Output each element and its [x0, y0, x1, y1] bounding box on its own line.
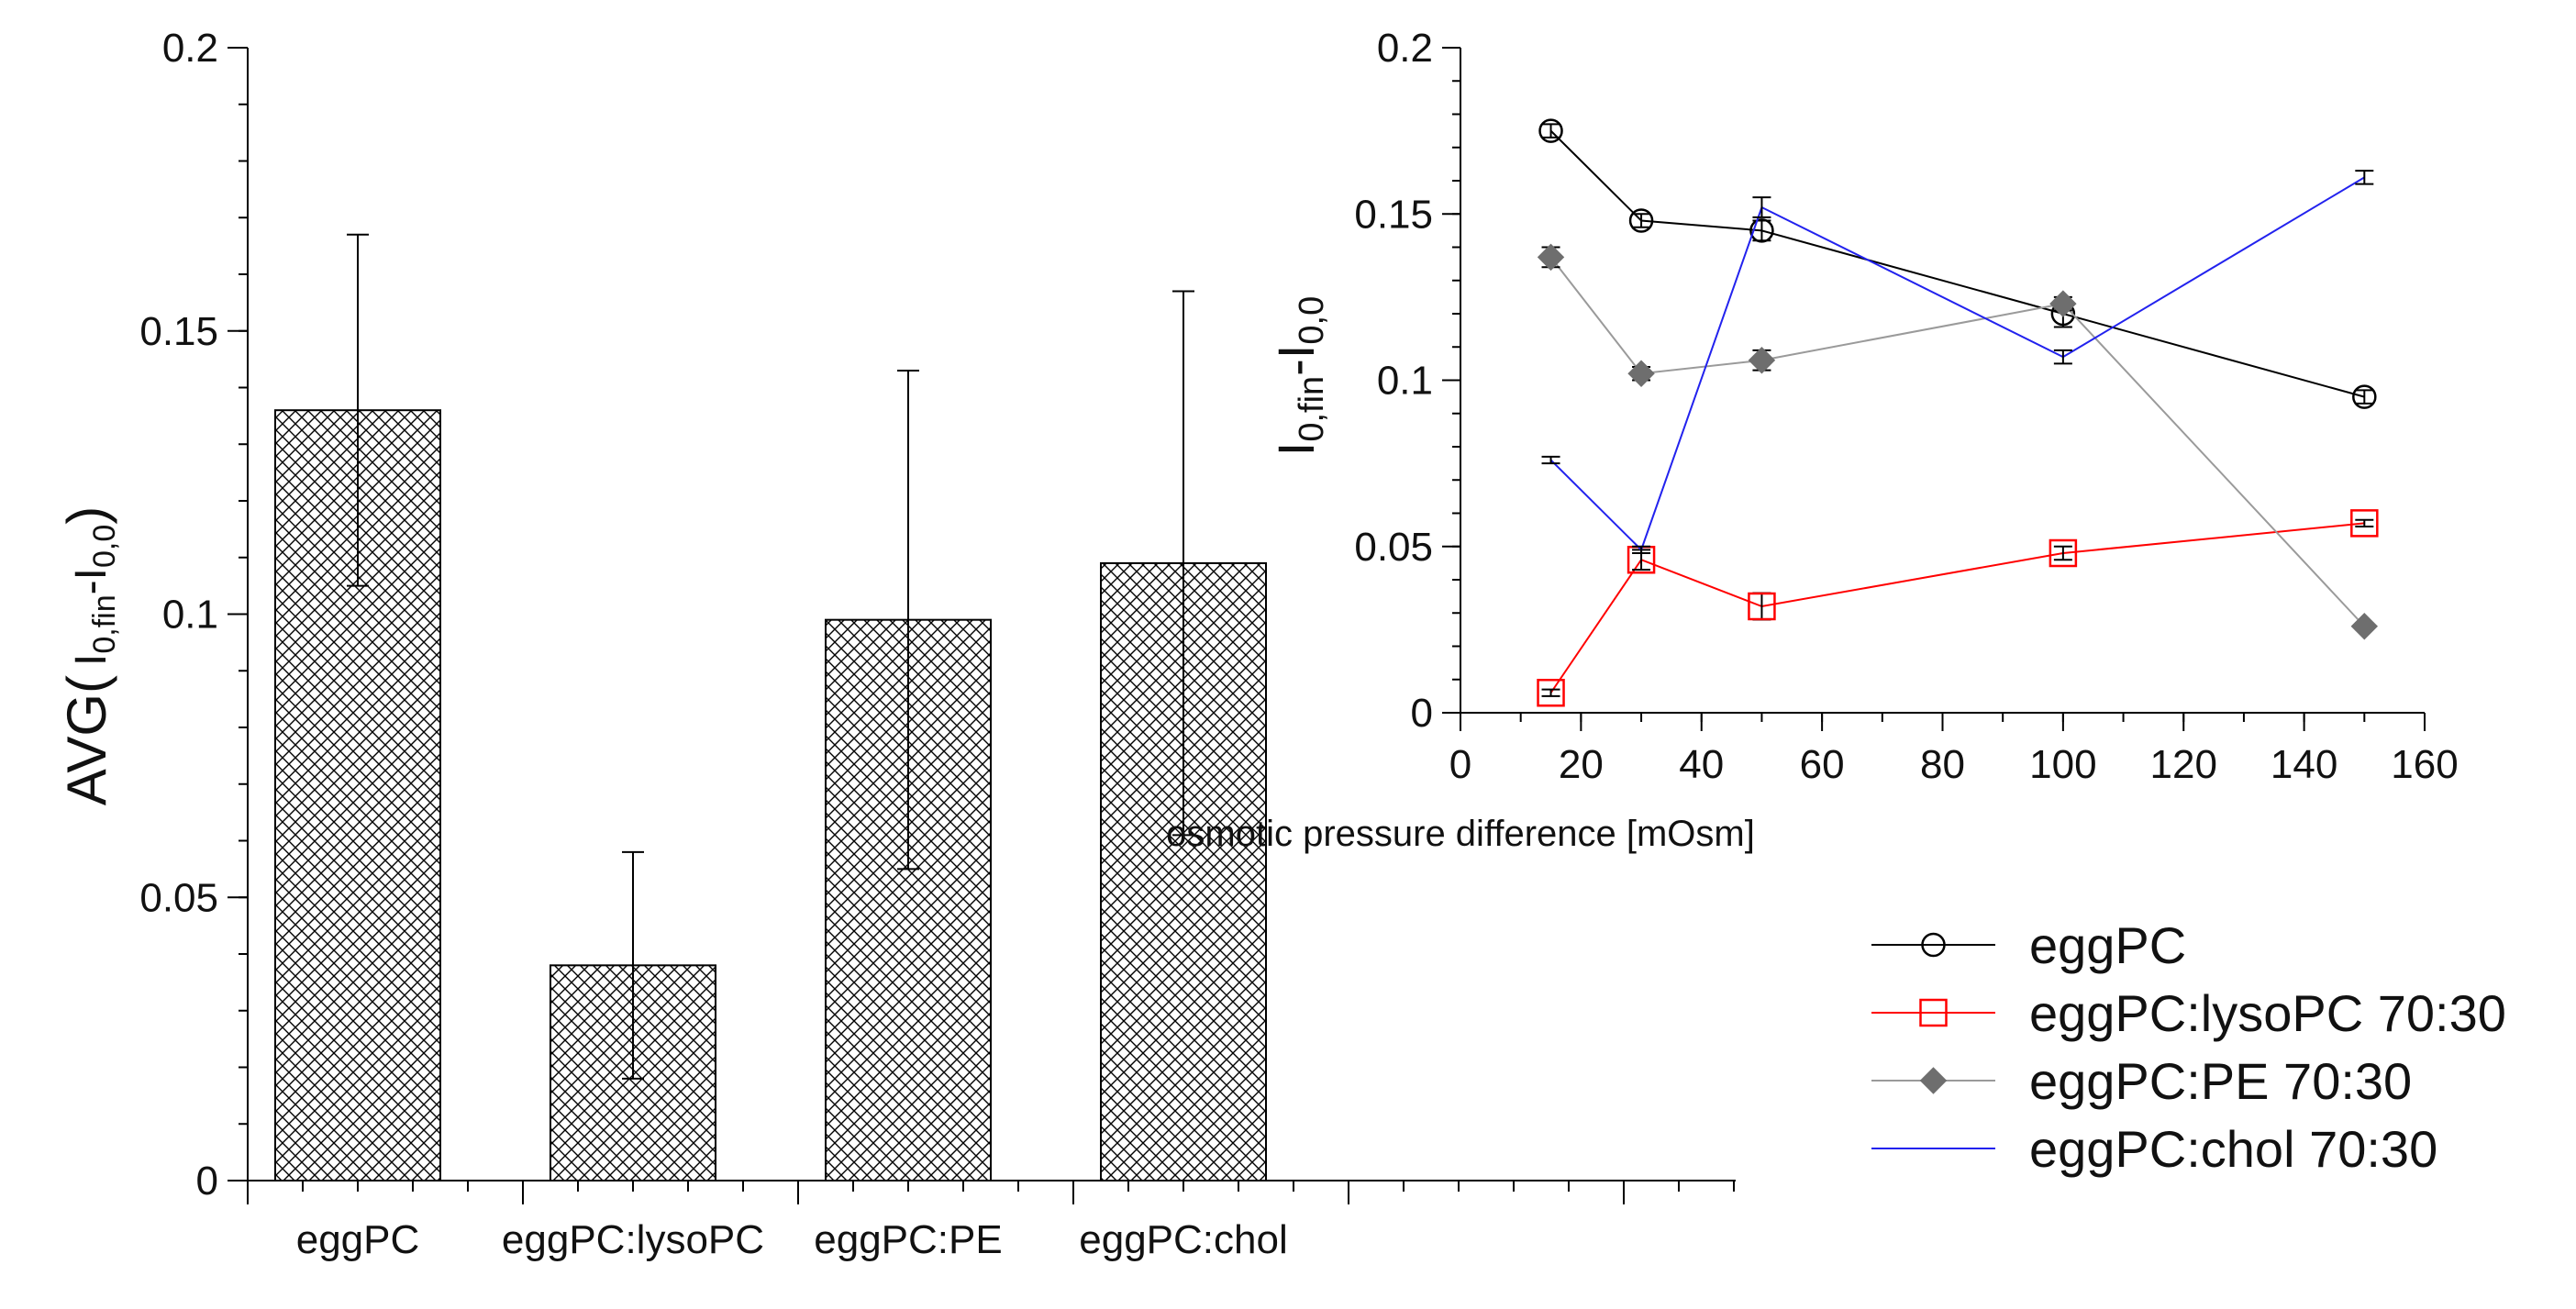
line-ylabel-main: I	[1267, 442, 1325, 457]
diamond-marker	[1537, 243, 1565, 272]
legend-entry: eggPC	[1871, 916, 2186, 974]
circle-marker	[2352, 384, 2377, 409]
bar-ylabel-prefix: AVG(	[56, 675, 117, 805]
line-chart-x-tick-label: 120	[2150, 742, 2217, 787]
line-chart-x-tick-label: 60	[1800, 742, 1845, 787]
line-chart-x-ticks: 0 20 40 60 80 100 120 140 160	[1449, 713, 2459, 787]
diamond-marker	[2350, 613, 2379, 640]
diamond-marker	[1627, 360, 1655, 387]
diamond-marker	[2049, 290, 2077, 317]
legend-label: eggPC	[2029, 916, 2186, 974]
line-chart-x-tick-label: 140	[2271, 742, 2337, 787]
bar-ylabel-sub2: 0,0	[87, 525, 122, 568]
line-chart-y-tick-label: 0.15	[1354, 192, 1433, 237]
line-chart-x-tick-label: 160	[2391, 742, 2458, 787]
square-marker	[1919, 998, 1948, 1027]
legend-entry: eggPC:chol 70:30	[1871, 1120, 2437, 1178]
bar-chart-y-tick-label: 0.05	[139, 875, 218, 920]
bar-chart-y-tick-label: 0.2	[162, 26, 218, 71]
line-chart-y-tick-label: 0.05	[1354, 525, 1433, 570]
line-chart-y-tick-label: 0	[1411, 691, 1433, 736]
legend-entry: eggPC:lysoPC 70:30	[1871, 984, 2506, 1042]
bar-ylabel-mid: -I	[67, 568, 116, 594]
bar-chart: 0 0.05 0.1 0.15 0.2 eggPC eggPC:lysoPC eggPC:P…	[56, 26, 1736, 1262]
diamond-marker	[1919, 1067, 1948, 1094]
legend-label: eggPC:chol 70:30	[2029, 1120, 2437, 1178]
bar-ylabel-sub1: 0,fin	[87, 594, 122, 653]
bar-ylabel-main: I	[67, 654, 116, 666]
bar-chart-y-tick-label: 0.15	[139, 309, 218, 354]
square-marker	[1537, 679, 1565, 707]
line-chart-x-tick-label: 0	[1449, 742, 1471, 787]
bar-chart-x-ticks: eggPC eggPC:lysoPC eggPC:PE eggPC:chol	[247, 1181, 1735, 1262]
circle-marker	[1538, 118, 1563, 143]
bar-chart-y-ticks: 0 0.05 0.1 0.15 0.2	[139, 26, 248, 1204]
series-3	[1537, 243, 2379, 640]
line-ylabel-mid: -I	[1267, 345, 1325, 376]
square-marker	[2049, 538, 2078, 568]
series-2	[1537, 509, 2379, 707]
bar-ylabel-suffix: )	[56, 506, 117, 525]
series-line	[1549, 129, 2365, 398]
line-chart-x-tick-label: 80	[1920, 742, 1965, 787]
line-chart-series	[1537, 118, 2379, 707]
bar-chart-x-tick-label: eggPC:PE	[814, 1217, 1002, 1262]
circle-marker	[1921, 932, 1946, 958]
square-marker	[1748, 592, 1776, 621]
legend-label: eggPC:PE 70:30	[2029, 1052, 2412, 1110]
bar-chart-bars	[274, 409, 1267, 1192]
legend: eggPC eggPC:lysoPC 70:30 eggPC:PE 70:30 egg…	[1871, 916, 2506, 1178]
bar-chart-y-tick-label: 0.1	[162, 593, 218, 638]
line-chart-y-axis-title: I0,fin-I0,0	[1267, 296, 1331, 456]
line-chart-y-tick-label: 0.2	[1377, 26, 1433, 71]
diamond-marker	[1748, 347, 1776, 374]
series-1	[1538, 118, 2377, 409]
line-chart: 0 0.05 0.1 0.15 0.2 0 20 40 60 80 100 120 140 160 os…	[1166, 26, 2459, 854]
bar-chart-x-tick-label: eggPC:chol	[1079, 1217, 1287, 1262]
bar-chart-y-tick-label: 0	[196, 1159, 218, 1204]
line-chart-x-tick-label: 20	[1559, 742, 1604, 787]
legend-label: eggPC:lysoPC 70:30	[2029, 984, 2506, 1042]
line-chart-x-axis-title: osmotic pressure difference [mOsm]	[1166, 814, 1755, 854]
square-marker	[2350, 509, 2379, 538]
line-ylabel-sub1: 0,fin	[1293, 376, 1331, 442]
legend-entry: eggPC:PE 70:30	[1871, 1052, 2412, 1110]
bar-chart-x-tick-label: eggPC	[296, 1217, 420, 1262]
series-line	[1549, 522, 2365, 693]
line-chart-y-ticks: 0 0.05 0.1 0.15 0.2	[1354, 26, 1460, 736]
bar-chart-x-tick-label: eggPC:lysoPC	[502, 1217, 764, 1262]
line-chart-x-tick-label: 100	[2029, 742, 2096, 787]
line-ylabel-sub2: 0,0	[1293, 296, 1331, 345]
circle-marker	[1749, 218, 1774, 243]
circle-marker	[1628, 208, 1654, 233]
line-chart-x-tick-label: 40	[1679, 742, 1724, 787]
bar-chart-error-bars	[347, 233, 1194, 1080]
line-chart-y-tick-label: 0.1	[1377, 359, 1433, 404]
bar-chart-y-axis-title: AVG( I0,fin-I0,0)	[56, 506, 122, 805]
series-4	[1541, 170, 2374, 554]
